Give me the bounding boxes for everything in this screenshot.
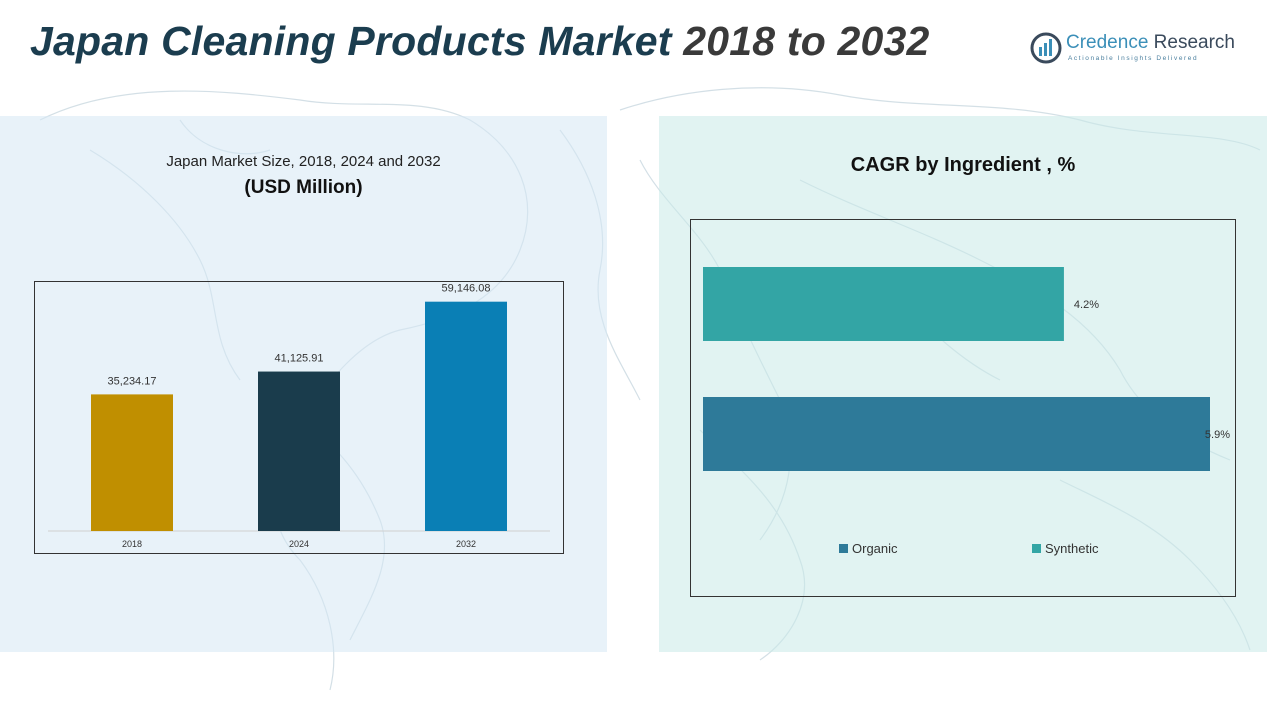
cagr-bar-synthetic (703, 267, 1064, 341)
logo-name-research: Research (1148, 32, 1235, 53)
legend-swatch-synthetic (1032, 544, 1041, 553)
x-tick-label-2032: 2032 (456, 539, 476, 549)
bar-value-label-2032: 59,146.08 (442, 283, 491, 295)
legend-swatch-organic (839, 544, 848, 553)
legend-label-synthetic: Synthetic (1045, 541, 1099, 556)
page-title: Japan Cleaning Products Market 2018 to 2… (30, 18, 930, 65)
bar-2018 (91, 394, 173, 531)
x-tick-label-2024: 2024 (289, 539, 309, 549)
title-years: 2018 to 2032 (683, 18, 930, 64)
logo-tagline: Actionable Insights Delivered (1068, 55, 1199, 62)
logo-name: Credence Research (1066, 32, 1235, 54)
credence-research-logo: Credence Research Actionable Insights De… (1030, 30, 1240, 66)
cagr-value-label-synthetic: 4.2% (1074, 299, 1099, 311)
title-main: Japan Cleaning Products Market (30, 18, 684, 64)
cagr-panel (659, 116, 1267, 652)
legend-label-organic: Organic (852, 541, 898, 556)
bar-value-label-2024: 41,125.91 (275, 353, 324, 365)
bar-2032 (425, 301, 507, 531)
bar-2024 (258, 371, 340, 531)
market-size-chart-title: Japan Market Size, 2018, 2024 and 2032 (166, 153, 441, 170)
logo-name-credence: Credence (1066, 32, 1149, 53)
market-size-chart-unit: (USD Million) (244, 177, 363, 198)
cagr-chart-frame (690, 219, 1236, 597)
bar-value-label-2018: 35,234.17 (108, 375, 157, 387)
logo-bars-icon (1030, 32, 1062, 64)
cagr-bar-organic (703, 397, 1210, 471)
cagr-chart-title: CAGR by Ingredient , % (850, 154, 1076, 176)
market-size-chart-frame (34, 281, 564, 554)
cagr-value-label-organic: 5.9% (1205, 429, 1230, 441)
x-tick-label-2018: 2018 (122, 539, 142, 549)
